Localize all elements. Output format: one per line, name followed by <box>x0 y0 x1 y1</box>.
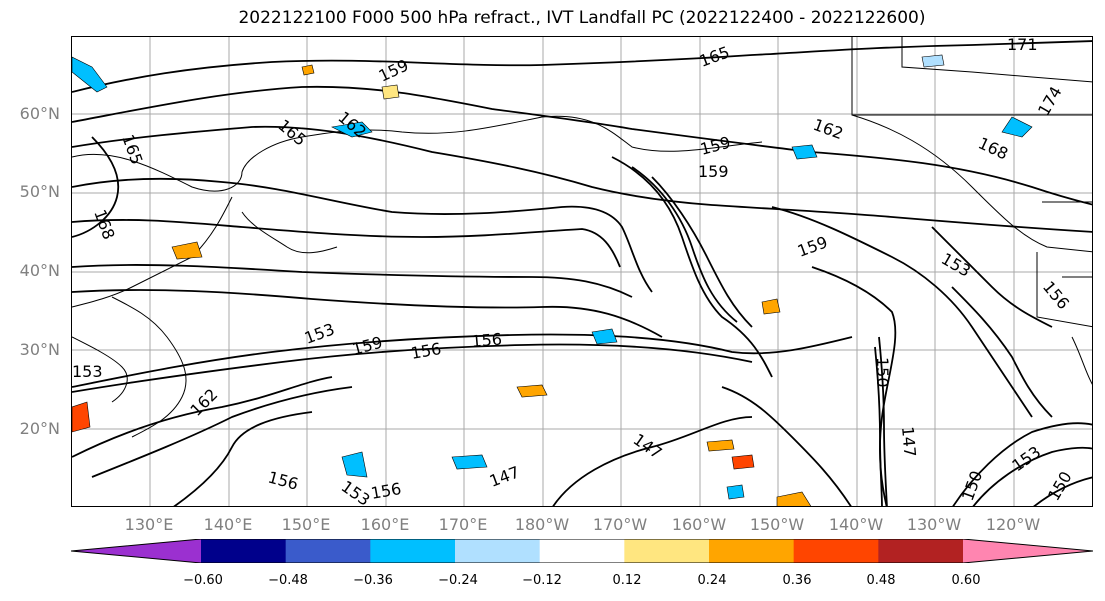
lon-label-140e: 140°E <box>203 515 253 534</box>
colorbar-segment <box>878 539 964 563</box>
colorbar-tick: −0.60 <box>183 573 223 588</box>
contour-label: 159 <box>350 333 384 359</box>
contour-label: 162 <box>811 115 846 143</box>
colorbar-segment <box>624 539 710 563</box>
graticule <box>72 37 1092 506</box>
contour-label: 153 <box>338 477 374 507</box>
lon-label-160w: 160°W <box>671 515 727 534</box>
colorbar-tick: −0.36 <box>353 573 393 588</box>
anomaly-shading <box>72 54 1033 506</box>
colorbar-tick: 0.24 <box>697 573 727 588</box>
contour-label: 147 <box>898 426 920 458</box>
coastlines <box>72 37 1092 438</box>
colorbar-segment <box>71 539 201 563</box>
colorbar-tick: 0.36 <box>782 573 812 588</box>
lon-label-130w: 130°W <box>906 515 962 534</box>
lat-label-60n: 60°N <box>19 104 60 123</box>
contour-label: 168 <box>975 133 1011 163</box>
lon-label-170e: 170°E <box>438 515 488 534</box>
contour-label: 147 <box>487 462 522 490</box>
colorbar-segment <box>793 539 879 563</box>
map-title: 2022122100 F000 500 hPa refract., IVT La… <box>238 8 926 28</box>
colorbar-segment <box>370 539 456 563</box>
contour-label: 159 <box>795 232 830 260</box>
contour-label: 165 <box>274 116 310 150</box>
map-canvas: 159 165 162 165 168 165 162 159 159 168 … <box>72 37 1092 507</box>
lon-label-150e: 150°E <box>281 515 331 534</box>
colorbar-segment <box>963 539 1093 563</box>
colorbar-tick: 0.60 <box>951 573 981 588</box>
lon-label-120w: 120°W <box>985 515 1041 534</box>
lon-label-130e: 130°E <box>124 515 174 534</box>
contour-label: 147 <box>630 430 666 463</box>
colorbar-segment <box>201 539 287 563</box>
colorbar-segment <box>539 539 625 563</box>
contour-label: 165 <box>697 42 732 70</box>
colorbar-tick: 0.48 <box>866 573 896 588</box>
lon-label-160e: 160°E <box>360 515 410 534</box>
lat-label-50n: 50°N <box>19 182 60 201</box>
colorbar-segments <box>71 539 1093 563</box>
contour-label: 159 <box>698 133 732 159</box>
colorbar-tick: −0.48 <box>268 573 308 588</box>
colorbar-tick: −0.24 <box>438 573 478 588</box>
contour-label: 153 <box>72 362 103 381</box>
map-panel: 159 165 162 165 168 165 162 159 159 168 … <box>71 36 1093 507</box>
colorbar-segment <box>285 539 371 563</box>
contour-label: 168 <box>90 207 118 242</box>
refractivity-contours <box>72 40 1092 506</box>
lat-label-40n: 40°N <box>19 261 60 280</box>
contour-label: 150 <box>1044 468 1076 504</box>
contour-label: 162 <box>186 385 221 420</box>
contour-label: 159 <box>698 162 729 181</box>
contour-label: 156 <box>266 468 300 494</box>
contour-label: 156 <box>369 479 402 503</box>
contour-label: 156 <box>1039 277 1073 313</box>
colorbar-tick: 0.12 <box>612 573 642 588</box>
contour-label: 156 <box>409 339 442 363</box>
contour-label: 153 <box>938 249 974 281</box>
contour-label: 156 <box>471 329 503 351</box>
lat-label-30n: 30°N <box>19 340 60 359</box>
contour-label: 159 <box>376 55 412 85</box>
lon-label-150w: 150°W <box>749 515 805 534</box>
colorbar-segment <box>455 539 541 563</box>
colorbar <box>71 539 1093 563</box>
colorbar-tick: −0.12 <box>522 573 562 588</box>
contour-label: 171 <box>1007 37 1038 54</box>
lon-label-180w: 180°W <box>514 515 570 534</box>
contour-label: 150 <box>958 468 986 503</box>
lon-label-170w: 170°W <box>592 515 648 534</box>
colorbar-segment <box>709 539 795 563</box>
lon-label-140w: 140°W <box>828 515 884 534</box>
contour-label: 150 <box>873 357 892 388</box>
lat-label-20n: 20°N <box>19 419 60 438</box>
